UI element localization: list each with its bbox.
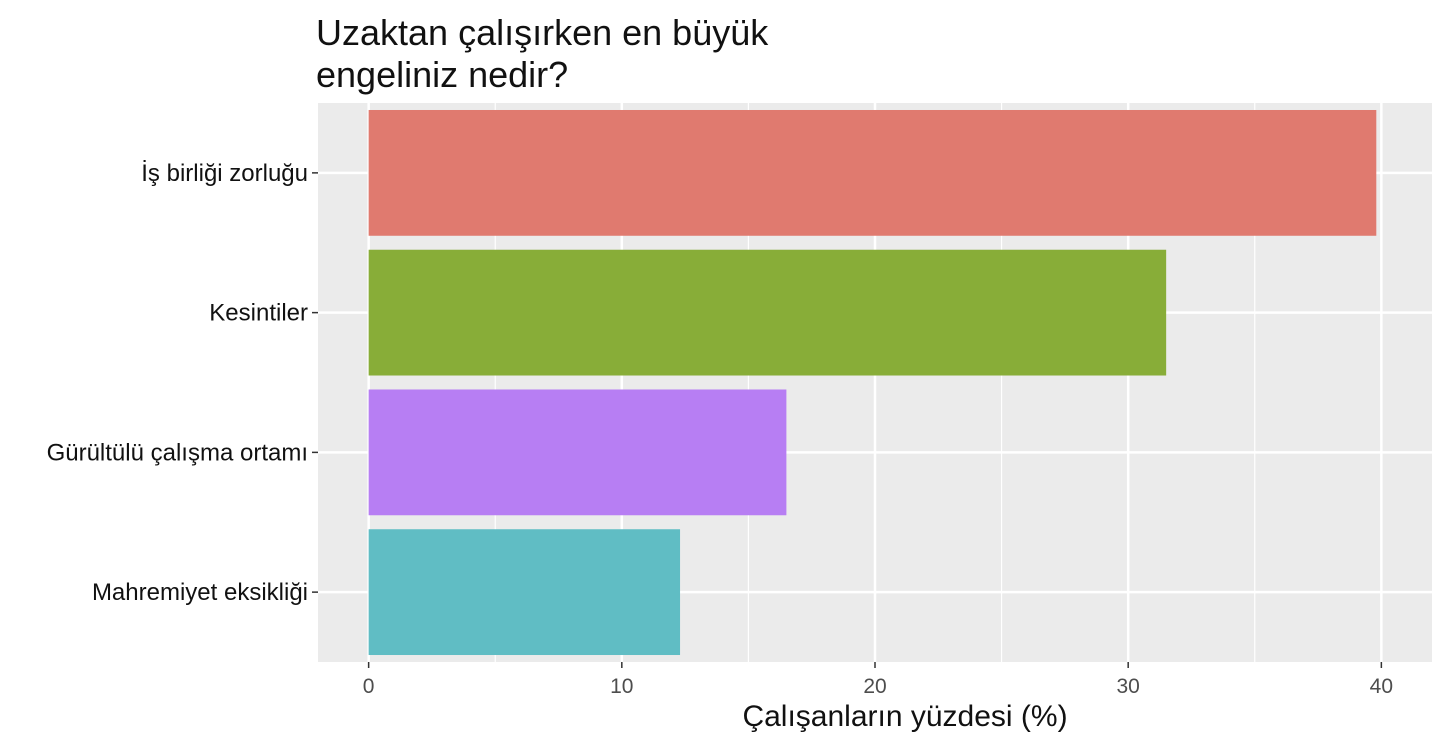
x-tick-label: 30 <box>1117 675 1140 698</box>
y-axis-category-labels: İş birliği zorluğu Kesintiler Gürültülü ça… <box>47 160 318 606</box>
y-category-label: Gürültülü çalışma ortamı <box>47 439 308 466</box>
chart-title: Uzaktan çalışırken en büyük engeliniz ne… <box>316 12 1016 96</box>
chart-title-line-2: engeliniz nedir? <box>316 54 569 95</box>
bar <box>368 389 787 516</box>
bar <box>368 249 1167 376</box>
x-axis-title: Çalışanların yüzdesi (%) <box>742 700 1067 733</box>
bars <box>368 109 1377 656</box>
y-category-label: Mahremiyet eksikliği <box>92 579 308 606</box>
x-tick-label: 20 <box>863 675 886 698</box>
bar <box>368 109 1377 236</box>
chart-title-line-1: Uzaktan çalışırken en büyük <box>316 12 769 53</box>
bar <box>368 529 681 656</box>
x-tick-label: 10 <box>610 675 633 698</box>
x-axis-ticks: 0 10 20 30 40 <box>363 662 1393 698</box>
x-tick-label: 40 <box>1370 675 1393 698</box>
x-tick-label: 0 <box>363 675 375 698</box>
y-category-label: İş birliği zorluğu <box>141 160 308 187</box>
y-category-label: Kesintiler <box>209 300 308 327</box>
